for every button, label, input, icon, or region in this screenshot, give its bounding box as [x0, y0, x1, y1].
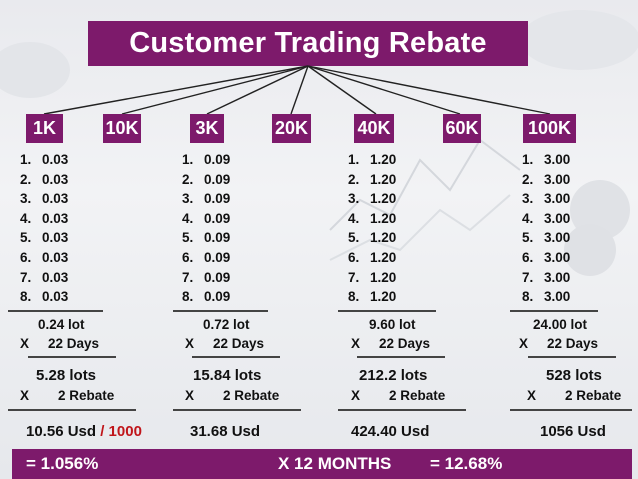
list-item: 8. 0.09: [182, 289, 231, 305]
tree-connectors: [43, 65, 551, 115]
list-item: 5. 0.09: [182, 230, 231, 246]
usd-value: 10.56 Usd / 1000: [26, 423, 142, 440]
lots-value: 15.84 lots: [193, 367, 262, 384]
lot-value: 9.60 lot: [369, 317, 416, 332]
divider: [357, 356, 445, 358]
days-multiplier: X 22 Days: [519, 336, 599, 351]
days-multiplier: X 22 Days: [185, 336, 265, 351]
list-item: 3. 0.03: [20, 191, 69, 207]
lot-value: 0.72 lot: [203, 317, 250, 332]
divider: [28, 356, 116, 358]
tier-100k: 100K: [523, 114, 576, 143]
list-item: 2. 0.03: [20, 171, 69, 187]
days-multiplier: X 22 Days: [351, 336, 431, 351]
lots-value: 212.2 lots: [359, 367, 428, 384]
list-item: 3. 1.20: [348, 191, 397, 207]
annual-result: = 12.68%: [430, 454, 503, 473]
list-item: 6. 0.03: [20, 249, 69, 265]
tier-20k: 20K: [272, 114, 311, 143]
list-item: 8. 1.20: [348, 289, 397, 305]
lots-value: 528 lots: [546, 367, 602, 384]
summary-bar: = 1.056% X 12 MONTHS = 12.68%: [12, 449, 632, 479]
divider-value: / 1000: [100, 423, 142, 440]
column-2: 1. 0.09 2. 0.09 3. 0.09 4. 0.09 5. 0.09 6. 0.0…: [182, 150, 230, 307]
usd-value: 1056 Usd: [540, 423, 606, 440]
list-item: 6. 0.09: [182, 249, 231, 265]
divider: [173, 310, 268, 312]
divider: [173, 409, 301, 411]
list-item: 4. 0.03: [20, 210, 69, 226]
list-item: 1. 3.00: [522, 152, 571, 167]
months-multiplier: X 12 MONTHS: [278, 454, 392, 473]
list-item: 7. 0.09: [182, 269, 231, 285]
list-item: 5. 1.20: [348, 230, 397, 246]
list-item: 4. 3.00: [522, 210, 571, 226]
tier-3k: 3K: [190, 114, 224, 143]
list-item: 1. 0.03: [20, 152, 69, 167]
divider: [8, 310, 103, 312]
divider: [192, 356, 280, 358]
list-item: 4. 0.09: [182, 210, 231, 226]
list-item: 5. 0.03: [20, 230, 69, 246]
tier-60k: 60K: [443, 114, 481, 143]
list-item: 7. 0.03: [20, 269, 69, 285]
lot-value: 24.00 lot: [533, 317, 588, 332]
list-item: 6. 3.00: [522, 249, 571, 265]
list-item: 1. 0.09: [182, 152, 231, 167]
list-item: 2. 0.09: [182, 171, 231, 187]
tier-10k: 10K: [103, 114, 141, 143]
tier-1k: 1K: [26, 114, 63, 143]
list-item: 1. 1.20: [348, 152, 397, 167]
usd-value: 424.40 Usd: [351, 423, 430, 440]
list-item: 7. 3.00: [522, 269, 571, 285]
tier-40k: 40K: [354, 114, 394, 143]
lot-value: 0.24 lot: [38, 317, 85, 332]
list-item: 6. 1.20: [348, 249, 397, 265]
list-item: 2. 1.20: [348, 171, 397, 187]
column-3: 1. 1.20 2. 1.20 3. 1.20 4. 1.20 5. 1.20 6. 1.2…: [348, 150, 396, 307]
divider: [338, 409, 466, 411]
days-multiplier: X 22 Days: [20, 336, 100, 351]
list-item: 5. 3.00: [522, 230, 571, 246]
divider: [510, 409, 632, 411]
list-item: 8. 3.00: [522, 289, 571, 305]
lots-value: 5.28 lots: [36, 367, 97, 384]
column-4: 1. 3.00 2. 3.00 3. 3.00 4. 3.00 5. 3.00 6. 3.0…: [522, 150, 570, 307]
list-item: 3. 0.09: [182, 191, 231, 207]
list-item: 4. 1.20: [348, 210, 397, 226]
divider: [8, 409, 136, 411]
usd-value: 31.68 Usd: [190, 423, 261, 440]
list-item: 2. 3.00: [522, 171, 571, 187]
list-item: 3. 3.00: [522, 191, 571, 207]
list-item: 7. 1.20: [348, 269, 397, 285]
divider: [510, 310, 598, 312]
percent-value: = 1.056%: [26, 454, 99, 473]
divider: [528, 356, 616, 358]
column-1: 1. 0.03 2. 0.03 3. 0.03 4. 0.03 5. 0.03 6. 0.0…: [20, 150, 68, 307]
page-title: Customer Trading Rebate: [88, 21, 528, 66]
divider: [338, 310, 436, 312]
list-item: 8. 0.03: [20, 289, 69, 305]
